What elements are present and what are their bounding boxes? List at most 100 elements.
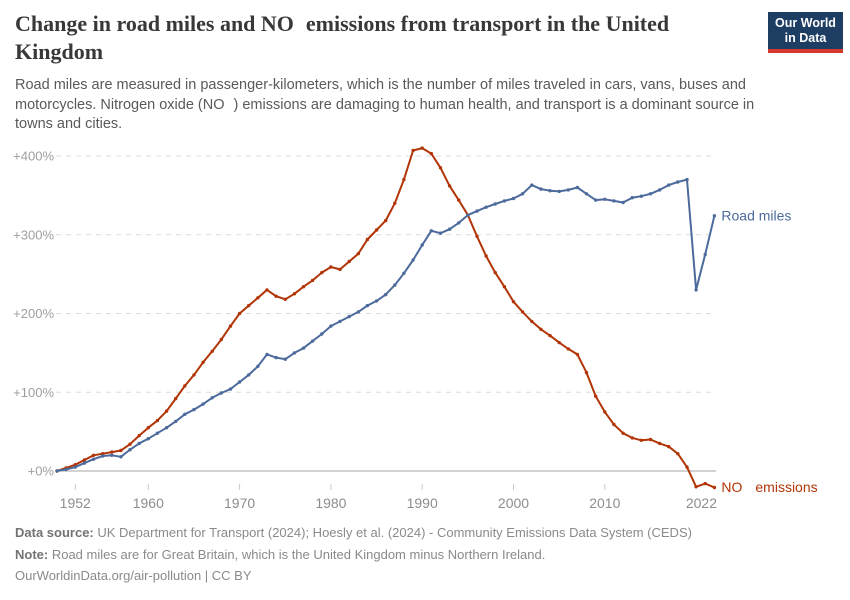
data-point[interactable]: [566, 347, 570, 351]
data-point[interactable]: [146, 437, 150, 441]
data-point[interactable]: [219, 391, 223, 395]
data-point[interactable]: [73, 465, 78, 469]
data-point[interactable]: [219, 337, 223, 342]
data-point[interactable]: [676, 452, 680, 456]
series-nox-emissions[interactable]: NO emissions: [55, 146, 818, 495]
data-point[interactable]: [694, 288, 698, 292]
data-point[interactable]: [703, 481, 707, 486]
data-point[interactable]: [457, 221, 461, 225]
data-point[interactable]: [119, 455, 123, 459]
data-point[interactable]: [438, 231, 443, 235]
data-point[interactable]: [584, 192, 589, 196]
data-point[interactable]: [228, 387, 233, 391]
data-point[interactable]: [310, 278, 315, 283]
data-point[interactable]: [310, 339, 315, 343]
data-point[interactable]: [301, 346, 306, 350]
data-point[interactable]: [137, 441, 141, 446]
data-point[interactable]: [247, 373, 251, 377]
data-point[interactable]: [575, 352, 580, 357]
data-point[interactable]: [484, 254, 488, 258]
data-point[interactable]: [594, 394, 598, 398]
data-point[interactable]: [283, 297, 287, 301]
data-point[interactable]: [174, 419, 178, 424]
data-point[interactable]: [429, 151, 433, 156]
data-point[interactable]: [101, 454, 105, 458]
data-point[interactable]: [511, 300, 516, 304]
data-point[interactable]: [420, 146, 424, 150]
data-point[interactable]: [64, 467, 68, 472]
data-point[interactable]: [520, 192, 525, 196]
data-point[interactable]: [493, 202, 497, 206]
data-point[interactable]: [594, 198, 598, 202]
data-point[interactable]: [82, 461, 87, 465]
data-point[interactable]: [201, 402, 205, 406]
data-point[interactable]: [55, 469, 59, 473]
data-point[interactable]: [356, 310, 360, 314]
data-point[interactable]: [164, 426, 169, 430]
data-point[interactable]: [447, 184, 452, 188]
data-point[interactable]: [237, 311, 242, 316]
data-point[interactable]: [548, 333, 552, 338]
data-point[interactable]: [457, 198, 461, 202]
series-line-nox-emissions[interactable]: [56, 147, 716, 489]
data-point[interactable]: [393, 283, 397, 287]
data-point[interactable]: [648, 192, 653, 196]
data-point[interactable]: [393, 201, 397, 205]
data-point[interactable]: [256, 364, 260, 368]
data-point[interactable]: [210, 349, 214, 353]
data-point[interactable]: [712, 485, 717, 490]
data-point[interactable]: [164, 409, 169, 413]
data-point[interactable]: [237, 380, 242, 384]
data-point[interactable]: [256, 296, 260, 300]
data-point[interactable]: [466, 213, 470, 217]
data-point[interactable]: [530, 183, 534, 187]
data-point[interactable]: [694, 485, 698, 489]
data-point[interactable]: [320, 270, 324, 275]
data-point[interactable]: [557, 340, 561, 345]
data-point[interactable]: [584, 370, 589, 375]
data-point[interactable]: [374, 228, 379, 232]
data-point[interactable]: [630, 196, 634, 200]
data-point[interactable]: [110, 450, 114, 454]
series-label-road-miles[interactable]: Road miles: [721, 207, 791, 223]
data-point[interactable]: [283, 357, 287, 361]
data-point[interactable]: [384, 292, 388, 297]
data-point[interactable]: [174, 396, 178, 401]
data-point[interactable]: [384, 218, 388, 223]
data-point[interactable]: [110, 453, 114, 457]
data-point[interactable]: [265, 288, 269, 292]
data-point[interactable]: [329, 265, 333, 269]
data-point[interactable]: [155, 418, 160, 423]
data-point[interactable]: [374, 299, 379, 303]
data-point[interactable]: [484, 205, 488, 209]
data-point[interactable]: [338, 319, 342, 324]
data-point[interactable]: [447, 227, 452, 231]
data-point[interactable]: [475, 234, 479, 238]
series-road-miles[interactable]: Road miles: [55, 177, 791, 473]
data-point[interactable]: [338, 267, 342, 272]
data-point[interactable]: [438, 166, 443, 170]
data-point[interactable]: [210, 396, 214, 400]
data-point[interactable]: [365, 237, 370, 242]
footer-license-line[interactable]: OurWorldinData.org/air-pollution | CC BY: [15, 568, 252, 583]
data-point[interactable]: [530, 319, 534, 324]
data-point[interactable]: [356, 252, 360, 256]
data-point[interactable]: [274, 355, 278, 360]
data-point[interactable]: [137, 433, 141, 438]
data-point[interactable]: [621, 200, 625, 205]
data-point[interactable]: [73, 463, 78, 467]
data-point[interactable]: [192, 373, 196, 377]
data-point[interactable]: [566, 188, 570, 192]
data-point[interactable]: [630, 436, 634, 440]
data-point[interactable]: [201, 360, 205, 364]
data-point[interactable]: [639, 194, 643, 198]
data-point[interactable]: [502, 285, 507, 289]
data-point[interactable]: [146, 426, 150, 430]
data-point[interactable]: [402, 271, 406, 275]
data-point[interactable]: [365, 303, 370, 308]
data-point[interactable]: [329, 324, 333, 328]
data-point[interactable]: [128, 442, 132, 446]
data-point[interactable]: [712, 214, 717, 218]
data-point[interactable]: [274, 294, 278, 298]
data-point[interactable]: [128, 448, 132, 452]
